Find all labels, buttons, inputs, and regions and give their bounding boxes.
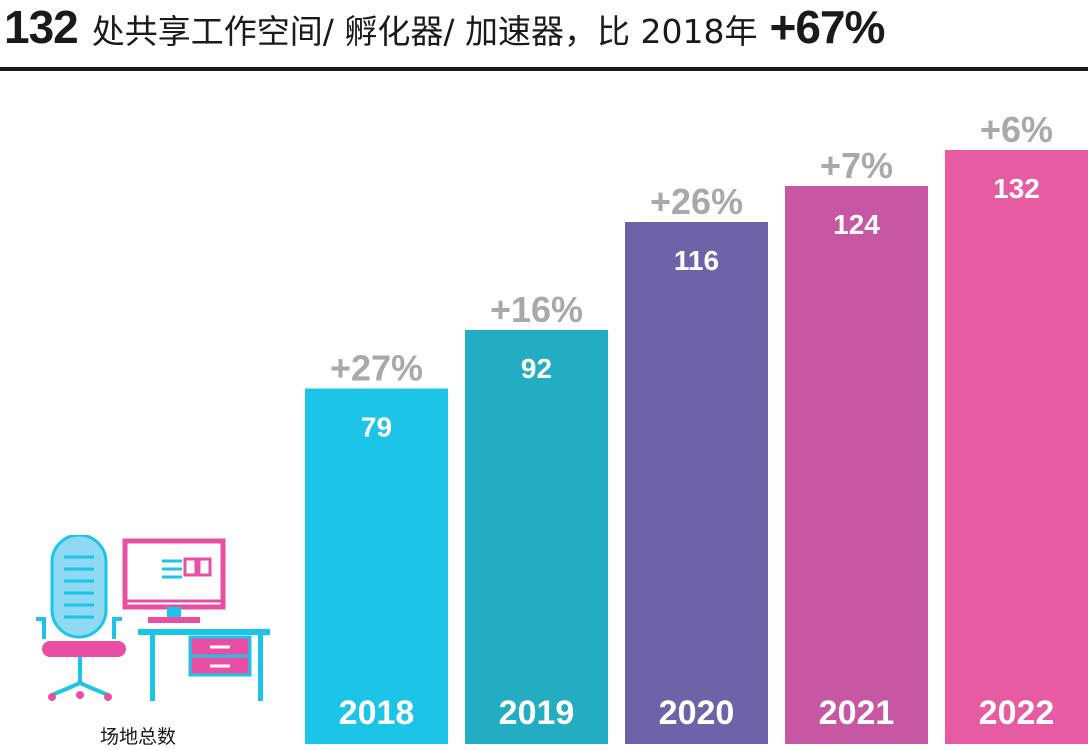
desk-computer-chair-icon	[36, 535, 270, 701]
category-label-2018: 2018	[339, 694, 415, 732]
value-label-2019: 92	[521, 353, 552, 384]
value-label-2022: 132	[993, 173, 1040, 204]
growth-label-2018: +27%	[330, 348, 423, 389]
bar-2022	[945, 150, 1088, 744]
bar-2018	[305, 388, 448, 744]
category-label-2019: 2019	[499, 694, 575, 732]
bar-2020	[625, 222, 768, 744]
value-label-2018: 79	[361, 412, 392, 443]
growth-label-2021: +7%	[820, 145, 893, 186]
category-label-2020: 2020	[659, 694, 735, 732]
bar-2019	[465, 330, 608, 744]
growth-label-2019: +16%	[490, 289, 583, 330]
title-total: 132	[4, 1, 79, 53]
value-label-2021: 124	[833, 209, 880, 240]
value-label-2020: 116	[674, 245, 719, 276]
growth-label-2020: +26%	[650, 181, 743, 222]
chart-title: 132 处共享工作空间/ 孵化器/ 加速器，比 2018年 +67%	[4, 0, 885, 60]
category-label-2022: 2022	[979, 694, 1055, 732]
bar-2021	[785, 186, 928, 744]
category-label-2021: 2021	[819, 694, 895, 732]
title-divider	[0, 67, 1088, 71]
title-change: +67%	[769, 1, 885, 53]
growth-label-2022: +6%	[980, 109, 1053, 150]
axis-caption: 场地总数	[100, 726, 177, 748]
title-text: 处共享工作空间/ 孵化器/ 加速器，比 2018年	[91, 12, 758, 51]
